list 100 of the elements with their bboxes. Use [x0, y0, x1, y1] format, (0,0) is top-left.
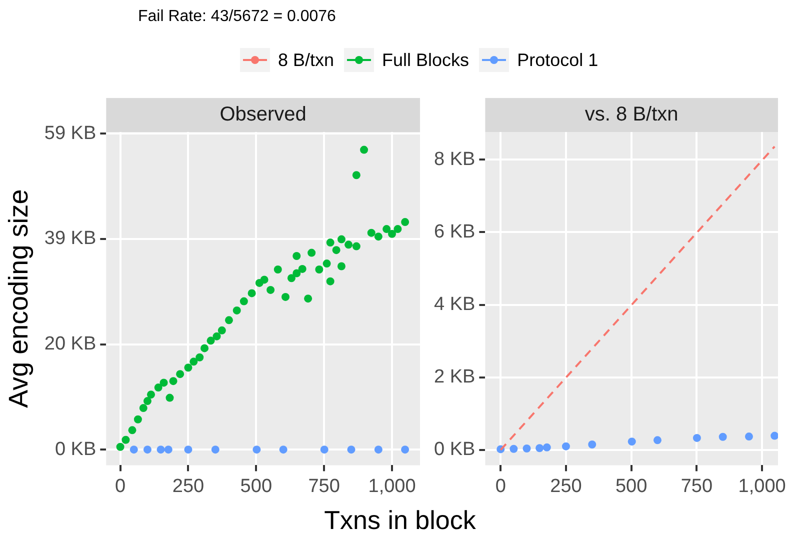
point — [224, 316, 233, 324]
point — [206, 336, 215, 345]
point — [332, 246, 340, 254]
point — [252, 446, 261, 454]
point — [588, 440, 596, 449]
point — [367, 228, 376, 237]
point — [337, 235, 346, 244]
point — [266, 286, 275, 294]
point — [211, 446, 220, 454]
point — [744, 432, 753, 441]
y-tick-label: 59 KB — [44, 122, 96, 144]
point — [176, 370, 184, 378]
x-tick-label: 0 — [495, 476, 506, 497]
point — [770, 432, 778, 440]
point — [401, 218, 410, 226]
point — [139, 404, 148, 412]
point — [536, 444, 544, 452]
point — [374, 232, 382, 241]
point — [274, 265, 282, 274]
point — [344, 240, 353, 249]
x-tick-label: 1,000 — [738, 476, 786, 497]
point — [308, 248, 316, 257]
point — [562, 442, 570, 450]
point — [320, 446, 328, 454]
y-tick-label: 8 KB — [434, 148, 476, 170]
point — [200, 344, 209, 352]
x-tick-label: 250 — [550, 476, 582, 497]
x-tick-label: 0 — [115, 476, 126, 497]
point — [510, 444, 518, 453]
legend-label: 8 B/txn — [278, 50, 334, 70]
point — [304, 294, 312, 303]
point — [143, 397, 152, 406]
x-axis-title: Txns in block — [323, 505, 477, 536]
legend-label: Protocol 1 — [517, 50, 598, 70]
point — [360, 146, 368, 154]
y-tick-label: 0 KB — [434, 439, 476, 460]
point — [326, 277, 334, 286]
x-tick-label: 500 — [615, 476, 648, 497]
x-tick-label: 750 — [680, 476, 713, 497]
y-tick-label: 20 KB — [44, 334, 96, 354]
point — [352, 171, 360, 180]
point — [394, 225, 402, 234]
point — [212, 332, 221, 340]
y-tick-label: 2 KB — [434, 366, 476, 388]
point — [382, 225, 391, 234]
y-axis-title: Avg encoding size — [4, 189, 34, 408]
x-tick-label: 500 — [240, 476, 272, 497]
point — [122, 436, 130, 444]
point — [240, 297, 248, 306]
point — [196, 353, 204, 362]
point — [169, 377, 178, 386]
point — [218, 326, 226, 334]
point — [281, 292, 290, 301]
point — [160, 378, 168, 387]
point — [388, 230, 396, 238]
point — [154, 384, 162, 392]
x-tick-label: 750 — [308, 476, 340, 497]
legend-label: Full Blocks — [382, 50, 470, 70]
point — [166, 394, 174, 402]
point — [542, 443, 551, 452]
point — [337, 262, 346, 270]
y-tick-label: 39 KB — [44, 228, 96, 250]
y-tick-label: 0 KB — [54, 438, 96, 460]
point — [130, 446, 138, 454]
point — [352, 242, 360, 250]
point — [128, 426, 136, 434]
point — [287, 274, 296, 282]
y-tick-label: 6 KB — [434, 221, 476, 242]
point — [692, 434, 701, 442]
point — [184, 364, 192, 372]
point — [653, 436, 662, 444]
point — [279, 446, 288, 454]
point — [248, 289, 256, 298]
point — [116, 442, 124, 451]
point — [260, 276, 268, 284]
y-tick-label: 4 KB — [434, 294, 476, 316]
point — [292, 269, 301, 278]
point — [232, 306, 241, 314]
point — [315, 265, 324, 274]
point — [156, 446, 165, 454]
chart-title: Observed — [220, 104, 306, 126]
point — [718, 432, 727, 441]
point — [164, 446, 172, 454]
point — [292, 252, 301, 260]
point — [184, 446, 192, 454]
point — [322, 260, 331, 268]
point — [347, 446, 356, 454]
x-tick-label: 1,000 — [368, 476, 416, 497]
point — [326, 238, 334, 247]
point — [146, 390, 155, 399]
point — [374, 446, 382, 454]
point — [522, 444, 531, 453]
point — [190, 358, 198, 366]
point — [134, 415, 142, 424]
point — [298, 264, 306, 273]
x-tick-label: 250 — [172, 476, 204, 497]
chart-subtitle: Fail Rate: 43/5672 = 0.0076 — [138, 8, 336, 26]
point — [401, 446, 410, 454]
point — [628, 438, 636, 446]
point — [143, 446, 152, 454]
